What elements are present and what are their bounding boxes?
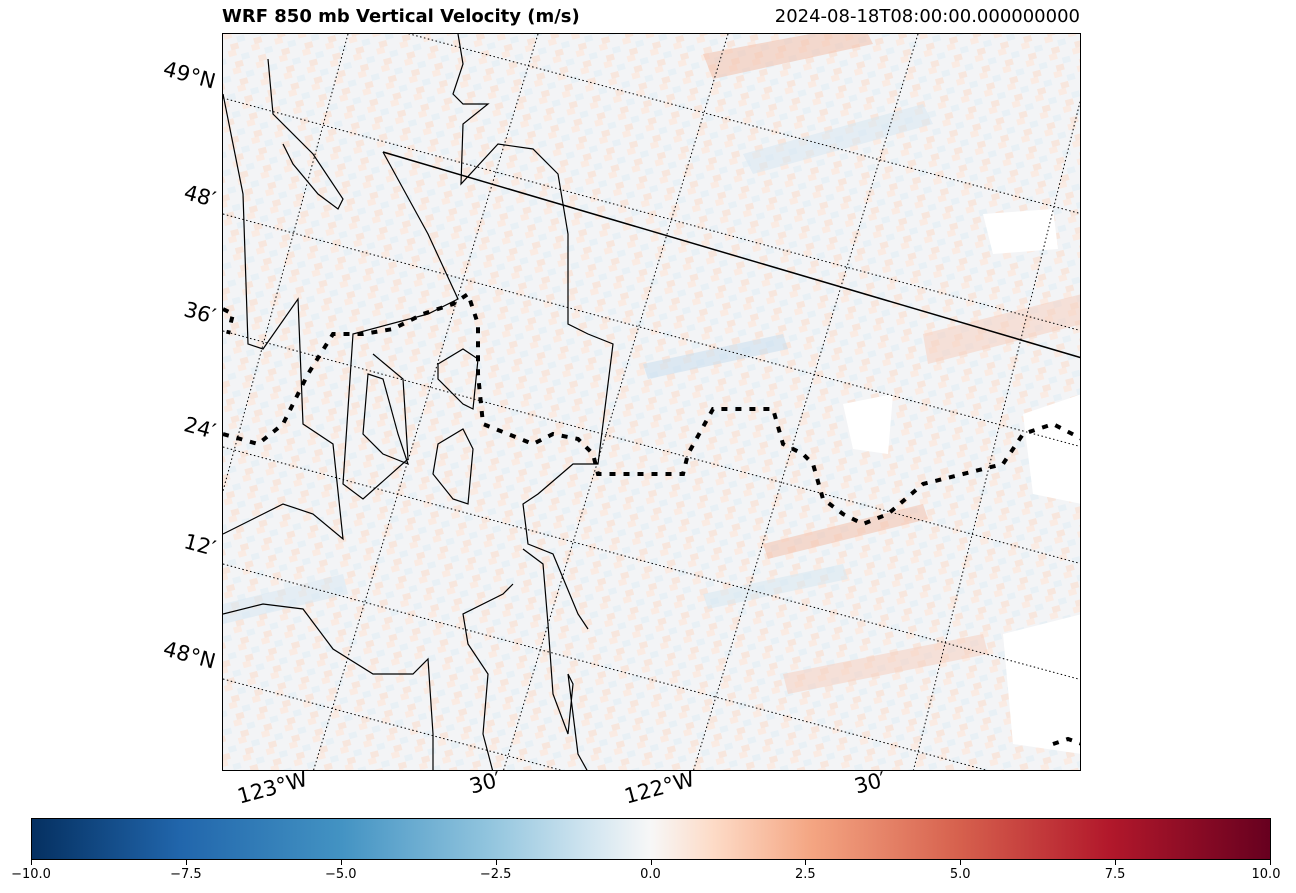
lat-label-12min: 12′ [181,529,219,561]
boundary-line [223,290,1080,746]
lat-label-48n: 48°N [160,636,219,674]
lon-label-122w: 122°W [621,766,698,809]
lat-label-49n: 49°N [160,56,219,94]
map-title: WRF 850 mb Vertical Velocity (m/s) [222,6,580,27]
colorbar-tick-label: 2.5 [795,867,816,882]
velocity-streaks [223,34,1080,694]
lon-label-123w: 123°W [234,766,311,809]
international-border [382,151,1080,359]
colorbar-tick [960,860,962,865]
colorbar [31,818,1271,860]
valid-time: 2024-08-18T08:00:00.000000000 [774,6,1080,27]
colorbar-tick [1270,860,1271,865]
coastlines [223,34,614,770]
colorbar-tick [1115,860,1117,865]
colorbar-tick-label: 7.5 [1104,867,1126,882]
colorbar-tick-label: 0.0 [640,867,661,882]
colorbar-tick [495,860,497,865]
colorbar-tick [805,860,807,865]
lon-label-30min-a: 30′ [466,767,504,799]
colorbar-tick-label: 5.0 [949,867,971,882]
colorbar-tick-label: −10.0 [11,867,51,882]
lat-label-48min: 48′ [181,180,219,212]
colorbar-tick [340,860,342,865]
colorbar-tick-label: −5.0 [324,867,357,882]
colorbar-tick [185,860,187,865]
missing-data [843,209,1080,754]
lat-label-36min: 36′ [181,297,219,329]
graticule [223,34,1080,770]
colorbar-tick-label: −2.5 [479,867,512,882]
colorbar-tick [31,860,32,865]
map-canvas [223,34,1080,770]
map-panel[interactable] [222,33,1081,771]
colorbar-tick-label: 10.0 [1251,867,1281,882]
colorbar-tick-label: −7.5 [170,867,202,882]
lon-label-30min-b: 30′ [851,767,889,799]
colorbar-tick [650,860,652,865]
lat-label-24min: 24′ [181,412,219,444]
